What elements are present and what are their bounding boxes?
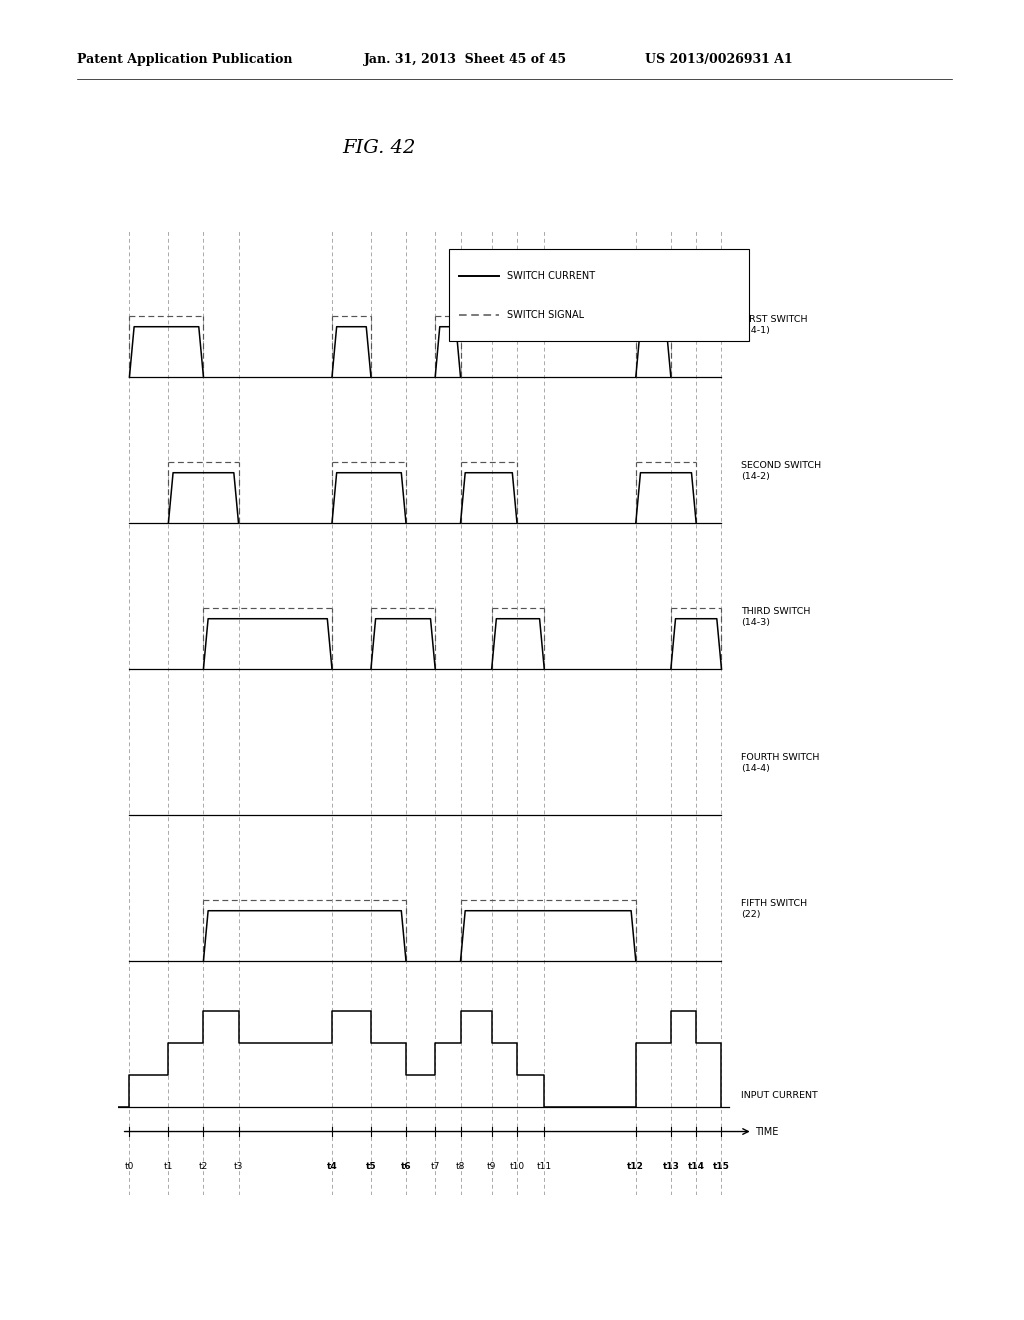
Text: t5: t5 <box>366 1162 376 1171</box>
Text: t15: t15 <box>713 1162 730 1171</box>
Text: t4: t4 <box>327 1162 337 1171</box>
Text: SECOND SWITCH
(14-2): SECOND SWITCH (14-2) <box>741 461 821 480</box>
Text: INPUT CURRENT: INPUT CURRENT <box>741 1092 818 1100</box>
Text: FIRST SWITCH
(14-1): FIRST SWITCH (14-1) <box>741 315 808 334</box>
Text: t6: t6 <box>400 1162 412 1171</box>
Text: THIRD SWITCH
(14-3): THIRD SWITCH (14-3) <box>741 607 810 627</box>
Text: FIFTH SWITCH
(22): FIFTH SWITCH (22) <box>741 899 807 919</box>
Text: t14: t14 <box>688 1162 705 1171</box>
Text: t3: t3 <box>233 1162 243 1171</box>
Text: FIG. 42: FIG. 42 <box>342 139 416 157</box>
Text: TIME: TIME <box>755 1126 778 1137</box>
Bar <box>449 248 749 341</box>
Text: SWITCH SIGNAL: SWITCH SIGNAL <box>507 310 585 319</box>
Text: t7: t7 <box>430 1162 440 1171</box>
Text: t8: t8 <box>456 1162 465 1171</box>
Text: t12: t12 <box>628 1162 644 1171</box>
Text: t1: t1 <box>164 1162 173 1171</box>
Text: t2: t2 <box>199 1162 208 1171</box>
Text: SWITCH CURRENT: SWITCH CURRENT <box>507 271 595 281</box>
Text: t9: t9 <box>487 1162 497 1171</box>
Text: US 2013/0026931 A1: US 2013/0026931 A1 <box>645 53 793 66</box>
Text: t13: t13 <box>663 1162 679 1171</box>
Text: Jan. 31, 2013  Sheet 45 of 45: Jan. 31, 2013 Sheet 45 of 45 <box>364 53 566 66</box>
Text: t10: t10 <box>509 1162 524 1171</box>
Text: FOURTH SWITCH
(14-4): FOURTH SWITCH (14-4) <box>741 754 819 772</box>
Text: t11: t11 <box>537 1162 552 1171</box>
Text: Patent Application Publication: Patent Application Publication <box>77 53 292 66</box>
Text: t0: t0 <box>125 1162 134 1171</box>
